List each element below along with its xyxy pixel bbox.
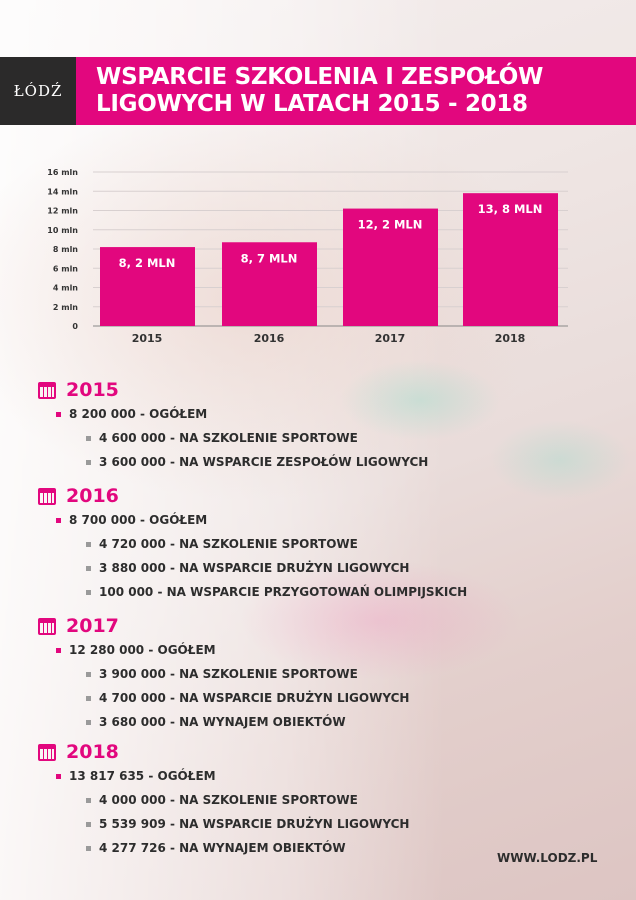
y-tick-label: 12 mln xyxy=(47,207,78,216)
y-tick-label: 16 mln xyxy=(47,168,78,177)
website-url[interactable]: WWW.LODZ.PL xyxy=(497,851,598,865)
item-text: 3 680 000 - NA WYNAJEM OBIEKTÓW xyxy=(99,715,346,729)
total-text: 8 700 000 - OGÓŁEM xyxy=(69,513,208,527)
bullet-icon xyxy=(56,647,61,653)
year-label: 2016 xyxy=(66,485,119,507)
year-heading: 2018 xyxy=(38,740,409,764)
bullet-icon xyxy=(86,845,91,851)
list-item: 4 720 000 - NA SZKOLENIE SPORTOWE xyxy=(86,532,467,556)
total-item: 8 700 000 - OGÓŁEM xyxy=(56,508,467,532)
item-text: 4 277 726 - NA WYNAJEM OBIEKTÓW xyxy=(99,841,346,855)
total-item: 8 200 000 - OGÓŁEM xyxy=(56,402,428,426)
list-item: 3 900 000 - NA SZKOLENIE SPORTOWE xyxy=(86,662,409,686)
year-section: 2016 8 700 000 - OGÓŁEM 4 720 000 - NA SZK… xyxy=(38,484,467,604)
year-heading: 2017 xyxy=(38,614,409,638)
list-item: 3 600 000 - NA WSPARCIE ZESPOŁÓW LIGOWYC… xyxy=(86,450,428,474)
calendar-icon xyxy=(38,743,56,761)
bullet-icon xyxy=(86,671,91,677)
item-text: 4 600 000 - NA SZKOLENIE SPORTOWE xyxy=(99,431,358,445)
year-label: 2018 xyxy=(66,741,119,763)
y-tick-label: 14 mln xyxy=(47,187,78,196)
list-item: 4 000 000 - NA SZKOLENIE SPORTOWE xyxy=(86,788,409,812)
item-text: 5 539 909 - NA WSPARCIE DRUŻYN LIGOWYCH xyxy=(99,817,410,831)
x-tick-label: 2015 xyxy=(132,332,163,345)
list-item: 4 600 000 - NA SZKOLENIE SPORTOWE xyxy=(86,426,428,450)
y-tick-label: 6 mln xyxy=(53,264,78,273)
list-item: 100 000 - NA WSPARCIE PRZYGOTOWAŃ OLIMPI… xyxy=(86,580,467,604)
total-text: 12 280 000 - OGÓŁEM xyxy=(69,643,216,657)
item-text: 3 900 000 - NA SZKOLENIE SPORTOWE xyxy=(99,667,358,681)
total-text: 13 817 635 - OGÓŁEM xyxy=(69,769,216,783)
bullet-icon xyxy=(56,517,61,523)
item-text: 3 600 000 - NA WSPARCIE ZESPOŁÓW LIGOWYC… xyxy=(99,455,429,469)
bullet-icon xyxy=(56,773,61,779)
year-label: 2017 xyxy=(66,615,119,637)
y-tick-label: 2 mln xyxy=(53,303,78,312)
data-label: 13, 8 MLN xyxy=(478,202,543,216)
year-heading: 2016 xyxy=(38,484,467,508)
year-section: 2018 13 817 635 - OGÓŁEM 4 000 000 - NA SZ… xyxy=(38,740,409,860)
item-text: 4 700 000 - NA WSPARCIE DRUŻYN LIGOWYCH xyxy=(99,691,410,705)
x-tick-label: 2018 xyxy=(495,332,526,345)
page-title: WSPARCIE SZKOLENIA I ZESPOŁÓW LIGOWYCH W… xyxy=(96,64,626,118)
x-tick-label: 2016 xyxy=(254,332,285,345)
bullet-icon xyxy=(86,565,91,571)
item-text: 100 000 - NA WSPARCIE PRZYGOTOWAŃ OLIMPI… xyxy=(99,585,468,599)
data-label: 12, 2 MLN xyxy=(358,218,423,232)
y-tick-label: 0 xyxy=(72,322,78,331)
x-tick-label: 2017 xyxy=(375,332,406,345)
bullet-icon xyxy=(86,435,91,441)
item-text: 3 880 000 - NA WSPARCIE DRUŻYN LIGOWYCH xyxy=(99,561,410,575)
title-line-2: LIGOWYCH W LATACH 2015 - 2018 xyxy=(96,91,528,117)
year-heading: 2015 xyxy=(38,378,428,402)
total-item: 13 817 635 - OGÓŁEM xyxy=(56,764,409,788)
data-label: 8, 7 MLN xyxy=(241,251,298,265)
y-tick-label: 4 mln xyxy=(53,284,78,293)
year-section: 2015 8 200 000 - OGÓŁEM 4 600 000 - NA SZK… xyxy=(38,378,428,474)
item-text: 4 000 000 - NA SZKOLENIE SPORTOWE xyxy=(99,793,358,807)
bullet-icon xyxy=(86,589,91,595)
bar-2015 xyxy=(100,247,195,326)
list-item: 5 539 909 - NA WSPARCIE DRUŻYN LIGOWYCH xyxy=(86,812,409,836)
list-item: 3 880 000 - NA WSPARCIE DRUŻYN LIGOWYCH xyxy=(86,556,467,580)
bullet-icon xyxy=(56,411,61,417)
list-item: 3 680 000 - NA WYNAJEM OBIEKTÓW xyxy=(86,710,409,734)
list-item: 4 277 726 - NA WYNAJEM OBIEKTÓW xyxy=(86,836,409,860)
header-band xyxy=(0,57,636,125)
data-label: 8, 2 MLN xyxy=(119,256,176,270)
bullet-icon xyxy=(86,695,91,701)
bar-2016 xyxy=(222,242,317,326)
bar-chart: 0 2 mln 4 mln 6 mln 8 mln 10 mln 12 mln 14 mln 1… xyxy=(47,168,568,345)
lodz-logo: ŁÓDŹ xyxy=(0,57,76,125)
calendar-icon xyxy=(38,381,56,399)
bar-2018 xyxy=(463,193,558,326)
bullet-icon xyxy=(86,821,91,827)
year-label: 2015 xyxy=(66,379,119,401)
y-tick-label: 10 mln xyxy=(47,226,78,235)
bullet-icon xyxy=(86,719,91,725)
year-section: 2017 12 280 000 - OGÓŁEM 3 900 000 - NA SZ… xyxy=(38,614,409,734)
bullet-icon xyxy=(86,459,91,465)
total-text: 8 200 000 - OGÓŁEM xyxy=(69,407,208,421)
bullet-icon xyxy=(86,541,91,547)
item-text: 4 720 000 - NA SZKOLENIE SPORTOWE xyxy=(99,537,358,551)
bar-2017 xyxy=(343,208,438,326)
list-item: 4 700 000 - NA WSPARCIE DRUŻYN LIGOWYCH xyxy=(86,686,409,710)
y-tick-label: 8 mln xyxy=(53,245,78,254)
bullet-icon xyxy=(86,797,91,803)
total-item: 12 280 000 - OGÓŁEM xyxy=(56,638,409,662)
calendar-icon xyxy=(38,617,56,635)
title-line-1: WSPARCIE SZKOLENIA I ZESPOŁÓW xyxy=(96,64,544,90)
calendar-icon xyxy=(38,487,56,505)
